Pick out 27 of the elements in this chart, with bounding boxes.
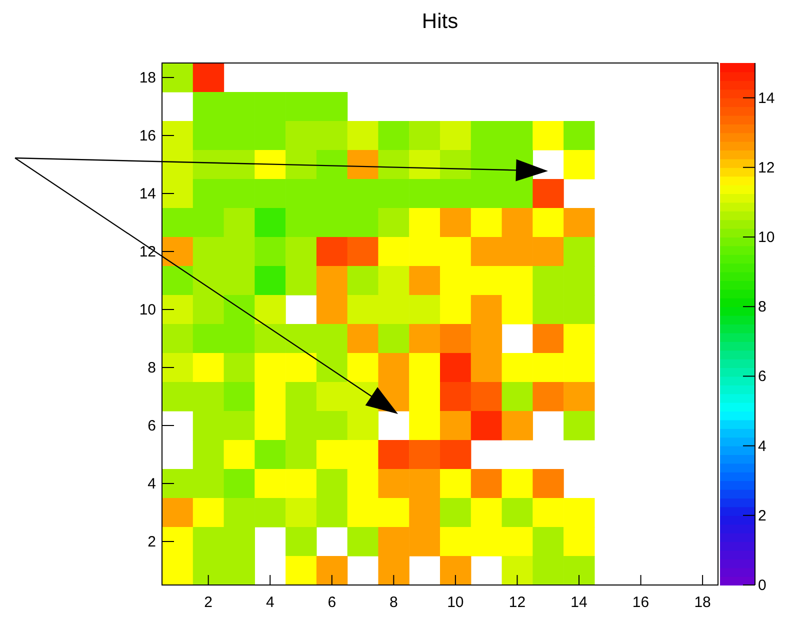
chart-title: Hits <box>422 10 458 33</box>
x-tick-label: 10 <box>447 594 464 611</box>
y-tick-label: 2 <box>148 534 156 550</box>
x-tick-label: 6 <box>328 594 336 611</box>
y-tick-label: 14 <box>139 186 156 202</box>
color-bar-label: 6 <box>758 368 766 386</box>
x-tick-label: 2 <box>204 594 213 611</box>
color-bar-label: 0 <box>758 577 766 594</box>
color-bar-label: 8 <box>758 298 766 316</box>
y-tick-label: 10 <box>139 302 156 318</box>
x-tick-label: 4 <box>266 594 274 611</box>
y-tick-label: 8 <box>148 360 156 376</box>
color-bar-label: 14 <box>758 90 775 107</box>
y-tick-label: 12 <box>139 244 156 260</box>
y-tick-label: 16 <box>139 128 156 144</box>
y-tick-label: 4 <box>148 476 156 492</box>
y-tick-label: 6 <box>148 418 156 434</box>
color-bar-label: 12 <box>758 159 775 176</box>
color-bar-label: 2 <box>758 507 766 524</box>
x-tick-label: 14 <box>570 594 588 611</box>
x-tick-label: 12 <box>508 594 526 611</box>
color-bar-label: 10 <box>758 229 775 246</box>
x-tick-label: 16 <box>632 594 650 611</box>
color-bar-label: 4 <box>758 438 766 455</box>
y-tick-label: 18 <box>139 70 156 86</box>
x-tick-label: 18 <box>694 594 711 611</box>
x-tick-label: 8 <box>389 594 398 611</box>
